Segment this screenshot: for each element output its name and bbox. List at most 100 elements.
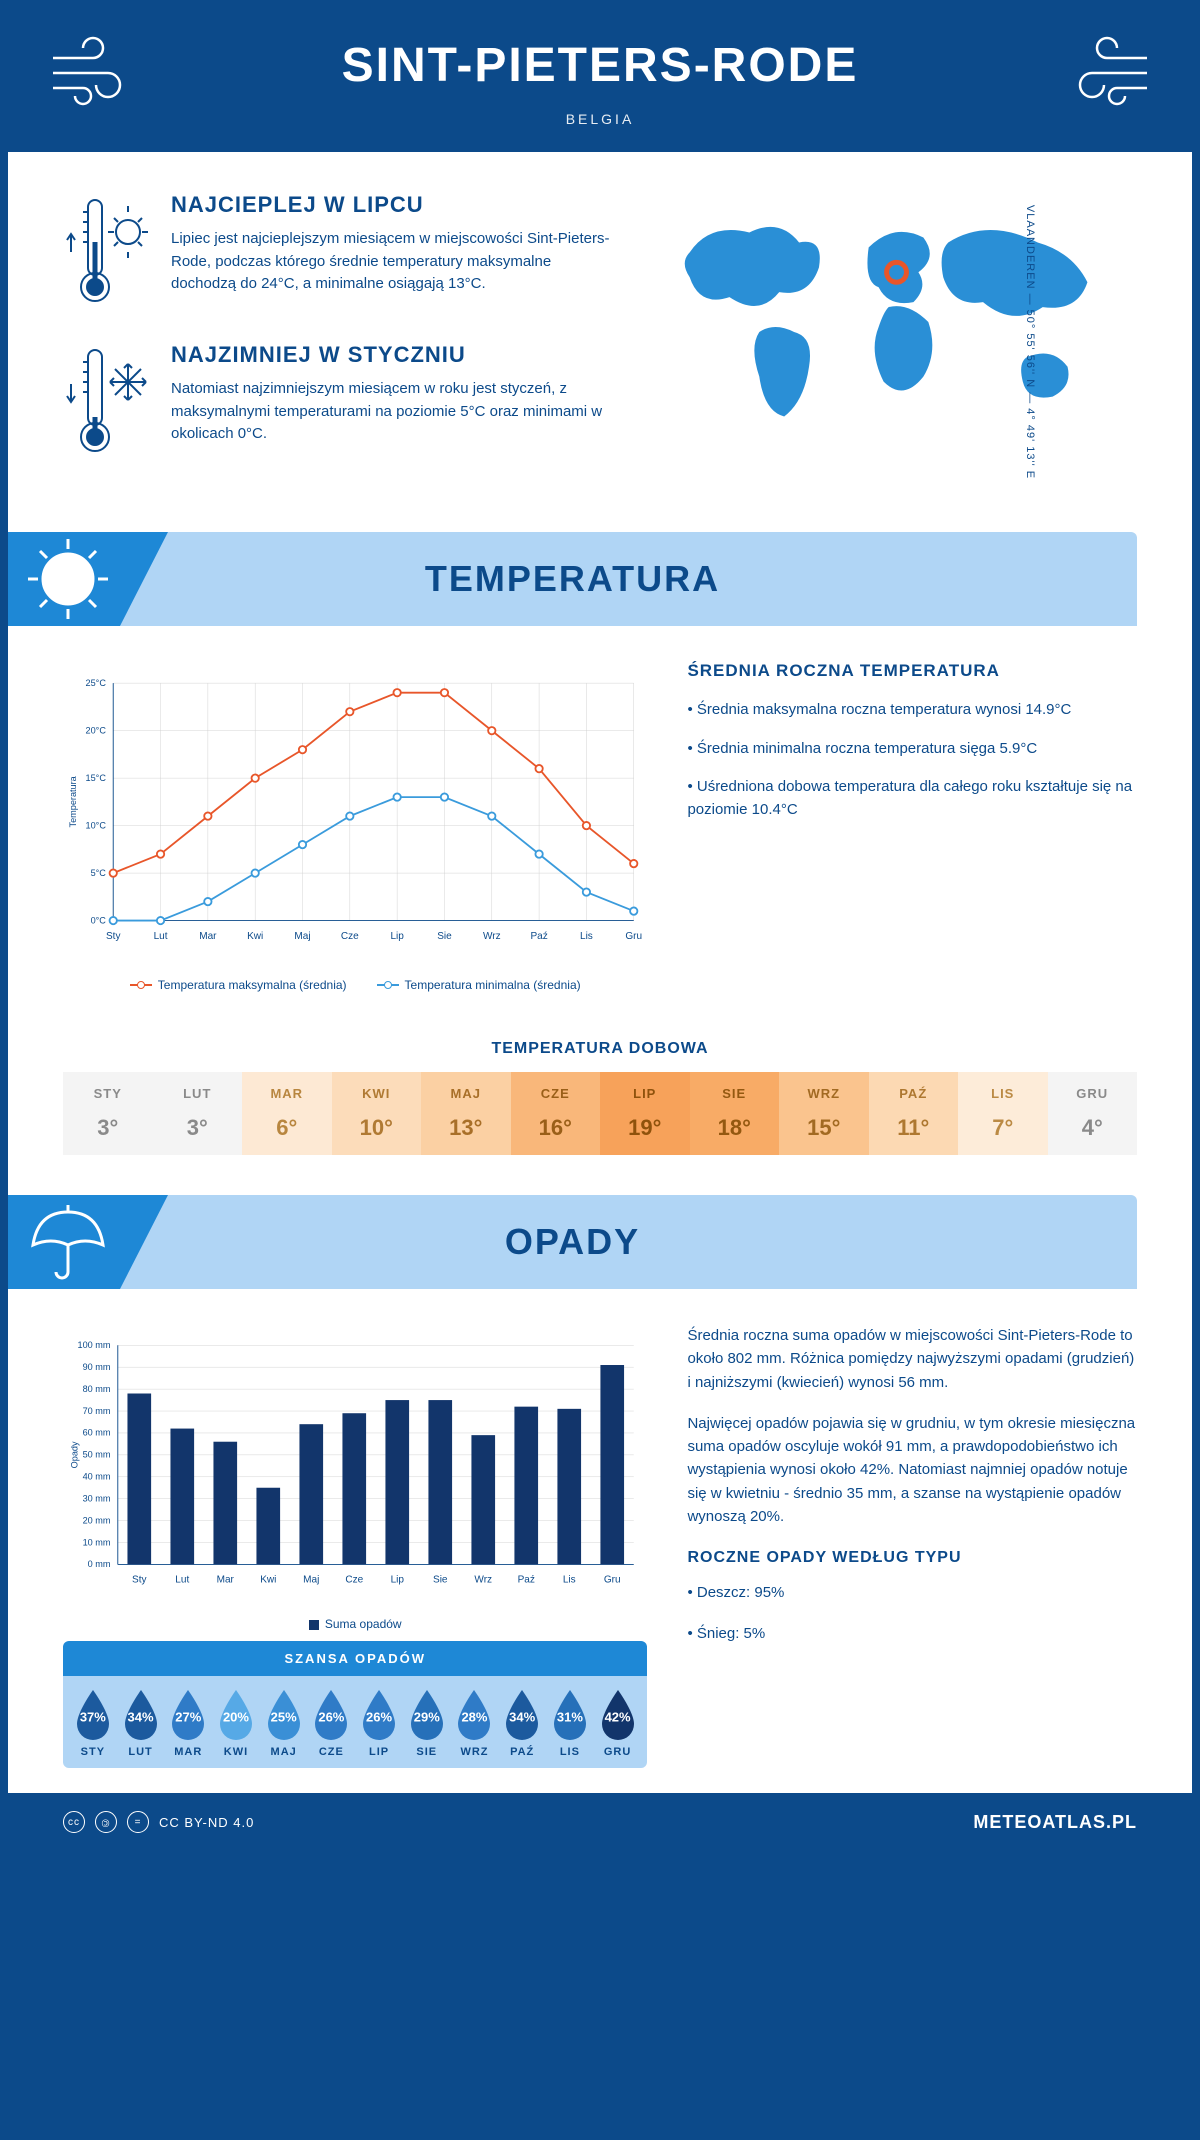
svg-text:40 mm: 40 mm: [83, 1472, 111, 1482]
nd-icon: =: [127, 1811, 149, 1833]
temperature-banner: TEMPERATURA: [8, 532, 1137, 626]
daily-temp-cell: MAJ 13°: [421, 1072, 511, 1155]
svg-text:Maj: Maj: [303, 1575, 319, 1586]
svg-text:Sty: Sty: [106, 931, 121, 942]
svg-text:80 mm: 80 mm: [83, 1384, 111, 1394]
chance-title: SZANSA OPADÓW: [63, 1641, 647, 1676]
page-footer: cc 🄯 = CC BY-ND 4.0 METEOATLAS.PL: [8, 1793, 1192, 1851]
svg-text:Lut: Lut: [154, 931, 168, 942]
svg-text:50 mm: 50 mm: [83, 1450, 111, 1460]
coldest-fact: NAJZIMNIEJ W STYCZNIU Natomiast najzimni…: [63, 342, 610, 462]
daily-temp-cell: WRZ 15°: [779, 1072, 869, 1155]
svg-text:60 mm: 60 mm: [83, 1428, 111, 1438]
temperature-title: TEMPERATURA: [425, 558, 720, 600]
svg-text:15°C: 15°C: [86, 773, 107, 783]
warmest-text: Lipiec jest najcieplejszym miesiącem w m…: [171, 228, 610, 296]
site-label: METEOATLAS.PL: [973, 1812, 1137, 1833]
svg-text:25°C: 25°C: [86, 678, 107, 688]
chance-drop: 34% PAŹ: [498, 1688, 546, 1758]
intro-section: NAJCIEPLEJ W LIPCU Lipiec jest najcieple…: [8, 152, 1192, 522]
svg-text:Paź: Paź: [530, 931, 547, 942]
chance-drop: 20% KWI: [212, 1688, 260, 1758]
svg-text:Mar: Mar: [217, 1575, 235, 1586]
chance-drop: 27% MAR: [164, 1688, 212, 1758]
avg-temp-bullet: • Średnia minimalna roczna temperatura s…: [687, 738, 1137, 761]
avg-temp-title: ŚREDNIA ROCZNA TEMPERATURA: [687, 661, 1137, 681]
chance-drop: 37% STY: [69, 1688, 117, 1758]
svg-text:10°C: 10°C: [86, 820, 107, 830]
warmest-fact: NAJCIEPLEJ W LIPCU Lipiec jest najcieple…: [63, 192, 610, 312]
avg-temp-bullet: • Średnia maksymalna roczna temperatura …: [687, 699, 1137, 722]
svg-text:Kwi: Kwi: [247, 931, 263, 942]
svg-text:Wrz: Wrz: [483, 931, 501, 942]
svg-text:Gru: Gru: [625, 931, 642, 942]
daily-temp-cell: GRU 4°: [1048, 1072, 1138, 1155]
svg-text:20°C: 20°C: [86, 725, 107, 735]
chance-drop: 34% LUT: [117, 1688, 165, 1758]
daily-temp-cell: PAŹ 11°: [869, 1072, 959, 1155]
precipitation-legend: Suma opadów: [63, 1617, 647, 1631]
svg-text:Lip: Lip: [390, 931, 404, 942]
warmest-title: NAJCIEPLEJ W LIPCU: [171, 192, 610, 218]
chance-drop: 26% LIP: [355, 1688, 403, 1758]
svg-text:Cze: Cze: [341, 931, 359, 942]
daily-temp-cell: LIS 7°: [958, 1072, 1048, 1155]
wind-icon: [1042, 33, 1152, 113]
precip-type-bullet: • Śnieg: 5%: [687, 1622, 1137, 1645]
svg-text:Cze: Cze: [345, 1575, 363, 1586]
chance-drop: 31% LIS: [546, 1688, 594, 1758]
svg-text:Lut: Lut: [175, 1575, 189, 1586]
daily-temp-cell: CZE 16°: [511, 1072, 601, 1155]
umbrella-icon: [23, 1197, 113, 1287]
chance-drop: 28% WRZ: [451, 1688, 499, 1758]
svg-text:Sie: Sie: [437, 931, 452, 942]
coldest-title: NAJZIMNIEJ W STYCZNIU: [171, 342, 610, 368]
svg-text:Lip: Lip: [391, 1575, 405, 1586]
svg-text:Lis: Lis: [580, 931, 593, 942]
precip-type-bullet: • Deszcz: 95%: [687, 1581, 1137, 1604]
precipitation-chance-strip: SZANSA OPADÓW 37% STY 34% LUT 27% MAR 20…: [63, 1641, 647, 1768]
thermometer-hot-icon: [63, 192, 153, 312]
by-icon: 🄯: [95, 1811, 117, 1833]
chance-drop: 29% SIE: [403, 1688, 451, 1758]
svg-text:90 mm: 90 mm: [83, 1362, 111, 1372]
precip-text: Średnia roczna suma opadów w miejscowośc…: [687, 1324, 1137, 1394]
svg-text:100 mm: 100 mm: [78, 1340, 111, 1350]
precip-type-title: ROCZNE OPADY WEDŁUG TYPU: [687, 1546, 1137, 1571]
sun-icon: [23, 534, 113, 624]
svg-text:Lis: Lis: [563, 1575, 576, 1586]
precipitation-banner: OPADY: [8, 1195, 1137, 1289]
daily-temp-cell: MAR 6°: [242, 1072, 332, 1155]
svg-text:5°C: 5°C: [91, 868, 107, 878]
cc-icon: cc: [63, 1811, 85, 1833]
daily-temp-cell: KWI 10°: [332, 1072, 422, 1155]
svg-text:Gru: Gru: [604, 1575, 621, 1586]
daily-temp-cell: SIE 18°: [690, 1072, 780, 1155]
daily-temp-cell: LUT 3°: [153, 1072, 243, 1155]
svg-text:Kwi: Kwi: [260, 1575, 276, 1586]
svg-text:Temperatura: Temperatura: [68, 775, 78, 827]
temperature-chart: 0°C5°C10°C15°C20°C25°CStyLutMarKwiMajCze…: [63, 661, 647, 992]
svg-text:10 mm: 10 mm: [83, 1537, 111, 1547]
svg-text:20 mm: 20 mm: [83, 1515, 111, 1525]
precipitation-chart: 0 mm10 mm20 mm30 mm40 mm50 mm60 mm70 mm8…: [63, 1324, 647, 1768]
daily-temp-table: STY 3° LUT 3° MAR 6° KWI 10° MAJ 13° CZE…: [63, 1072, 1137, 1155]
temperature-summary: ŚREDNIA ROCZNA TEMPERATURA • Średnia mak…: [687, 661, 1137, 992]
svg-text:Opady: Opady: [70, 1441, 80, 1468]
svg-text:Sie: Sie: [433, 1575, 448, 1586]
svg-text:Paź: Paź: [518, 1575, 535, 1586]
daily-temp-cell: LIP 19°: [600, 1072, 690, 1155]
svg-text:Wrz: Wrz: [474, 1575, 492, 1586]
license-label: CC BY-ND 4.0: [159, 1815, 254, 1830]
wind-icon: [48, 33, 158, 113]
svg-text:Maj: Maj: [294, 931, 310, 942]
svg-text:30 mm: 30 mm: [83, 1493, 111, 1503]
coldest-text: Natomiast najzimniejszym miesiącem w rok…: [171, 378, 610, 446]
precipitation-title: OPADY: [505, 1221, 640, 1263]
precipitation-summary: Średnia roczna suma opadów w miejscowośc…: [687, 1324, 1137, 1768]
svg-text:Sty: Sty: [132, 1575, 147, 1586]
precip-text: Najwięcej opadów pojawia się w grudniu, …: [687, 1412, 1137, 1528]
chance-drop: 26% CZE: [308, 1688, 356, 1758]
svg-text:0°C: 0°C: [91, 915, 107, 925]
temperature-legend: Temperatura maksymalna (średnia) Tempera…: [63, 978, 647, 992]
